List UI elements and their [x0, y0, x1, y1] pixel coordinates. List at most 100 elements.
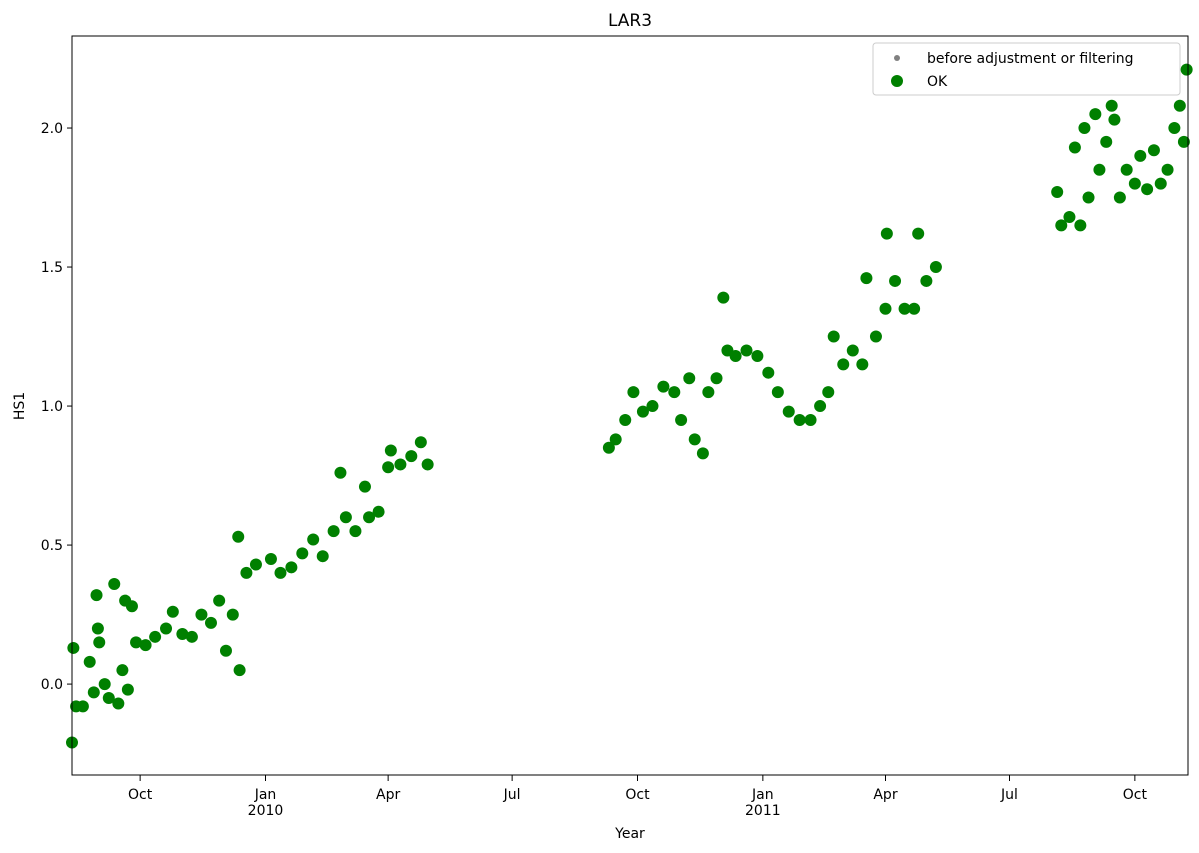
- point: [149, 630, 162, 643]
- y-tick-label: 2.0: [41, 121, 63, 137]
- point: [1180, 63, 1193, 76]
- x-tick-label: Oct: [128, 787, 153, 803]
- y-tick-label: 0.5: [41, 538, 63, 554]
- point: [804, 413, 817, 426]
- y-axis-label: HS1: [12, 392, 28, 420]
- point: [908, 302, 921, 315]
- point: [1055, 219, 1068, 232]
- point: [394, 458, 407, 471]
- point: [1074, 219, 1087, 232]
- point: [710, 372, 723, 385]
- point: [249, 558, 262, 571]
- x-tick-label: Oct: [625, 787, 650, 803]
- point: [740, 344, 753, 357]
- point: [762, 366, 775, 379]
- point: [1108, 113, 1121, 126]
- legend-label: before adjustment or filtering: [927, 51, 1134, 67]
- point: [1082, 191, 1095, 204]
- point: [316, 550, 329, 563]
- point: [1078, 122, 1091, 135]
- point: [339, 511, 352, 524]
- x-tick-label: Jan 2011: [745, 787, 781, 819]
- point: [204, 616, 217, 629]
- point: [405, 450, 418, 463]
- x-tick-label: Oct: [1122, 787, 1147, 803]
- point: [232, 530, 245, 543]
- point: [1177, 135, 1190, 148]
- point: [87, 686, 100, 699]
- point: [793, 413, 806, 426]
- point: [166, 605, 179, 618]
- point: [358, 480, 371, 493]
- point: [1154, 177, 1167, 190]
- point: [116, 664, 129, 677]
- point: [1168, 122, 1181, 135]
- point: [929, 261, 942, 274]
- point: [912, 227, 925, 240]
- point: [414, 436, 427, 449]
- point: [176, 628, 189, 641]
- point: [683, 372, 696, 385]
- point: [782, 405, 795, 418]
- point: [602, 441, 615, 454]
- point: [1105, 99, 1118, 112]
- point: [264, 552, 277, 565]
- point: [307, 533, 320, 546]
- point: [102, 691, 115, 704]
- point: [1141, 183, 1154, 196]
- x-tick-label: Jul: [1001, 787, 1018, 803]
- point: [67, 641, 80, 654]
- point: [1089, 108, 1102, 121]
- point: [1113, 191, 1126, 204]
- point: [1063, 210, 1076, 223]
- point: [363, 511, 376, 524]
- point: [125, 600, 138, 613]
- point: [771, 386, 784, 399]
- point: [226, 608, 239, 621]
- point: [822, 386, 835, 399]
- point: [627, 386, 640, 399]
- point: [675, 413, 688, 426]
- point: [160, 622, 173, 635]
- point: [91, 622, 104, 635]
- point: [90, 589, 103, 602]
- point: [869, 330, 882, 343]
- point: [121, 683, 134, 696]
- chart-title: LAR3: [608, 11, 652, 31]
- y-tick-label: 1.0: [41, 399, 63, 415]
- point: [702, 386, 715, 399]
- point: [334, 466, 347, 479]
- y-tick-label: 1.5: [41, 260, 63, 276]
- x-tick-label: Jul: [503, 787, 521, 803]
- point: [384, 444, 397, 457]
- y-tick-label: 0.0: [41, 677, 63, 693]
- point: [1161, 163, 1174, 176]
- point: [130, 636, 143, 649]
- point: [609, 433, 622, 446]
- point: [920, 274, 933, 287]
- point: [657, 380, 670, 393]
- point: [1051, 185, 1064, 198]
- point: [646, 400, 659, 413]
- x-axis-label: Year: [614, 826, 645, 842]
- x-tick-label: Jan 2010: [247, 787, 284, 819]
- point: [717, 291, 730, 304]
- x-tick-label: Apr: [376, 787, 401, 803]
- point: [846, 344, 859, 357]
- point: [889, 274, 902, 287]
- point: [879, 302, 892, 315]
- point: [1128, 177, 1141, 190]
- point: [349, 525, 362, 538]
- point: [93, 636, 106, 649]
- point: [1093, 163, 1106, 176]
- point: [1147, 144, 1160, 157]
- point: [880, 227, 893, 240]
- plot-frame: [71, 35, 1189, 776]
- point: [814, 400, 827, 413]
- point: [108, 577, 121, 590]
- point: [729, 350, 742, 363]
- legend-marker: [891, 75, 903, 87]
- point: [327, 525, 340, 538]
- point: [76, 700, 89, 713]
